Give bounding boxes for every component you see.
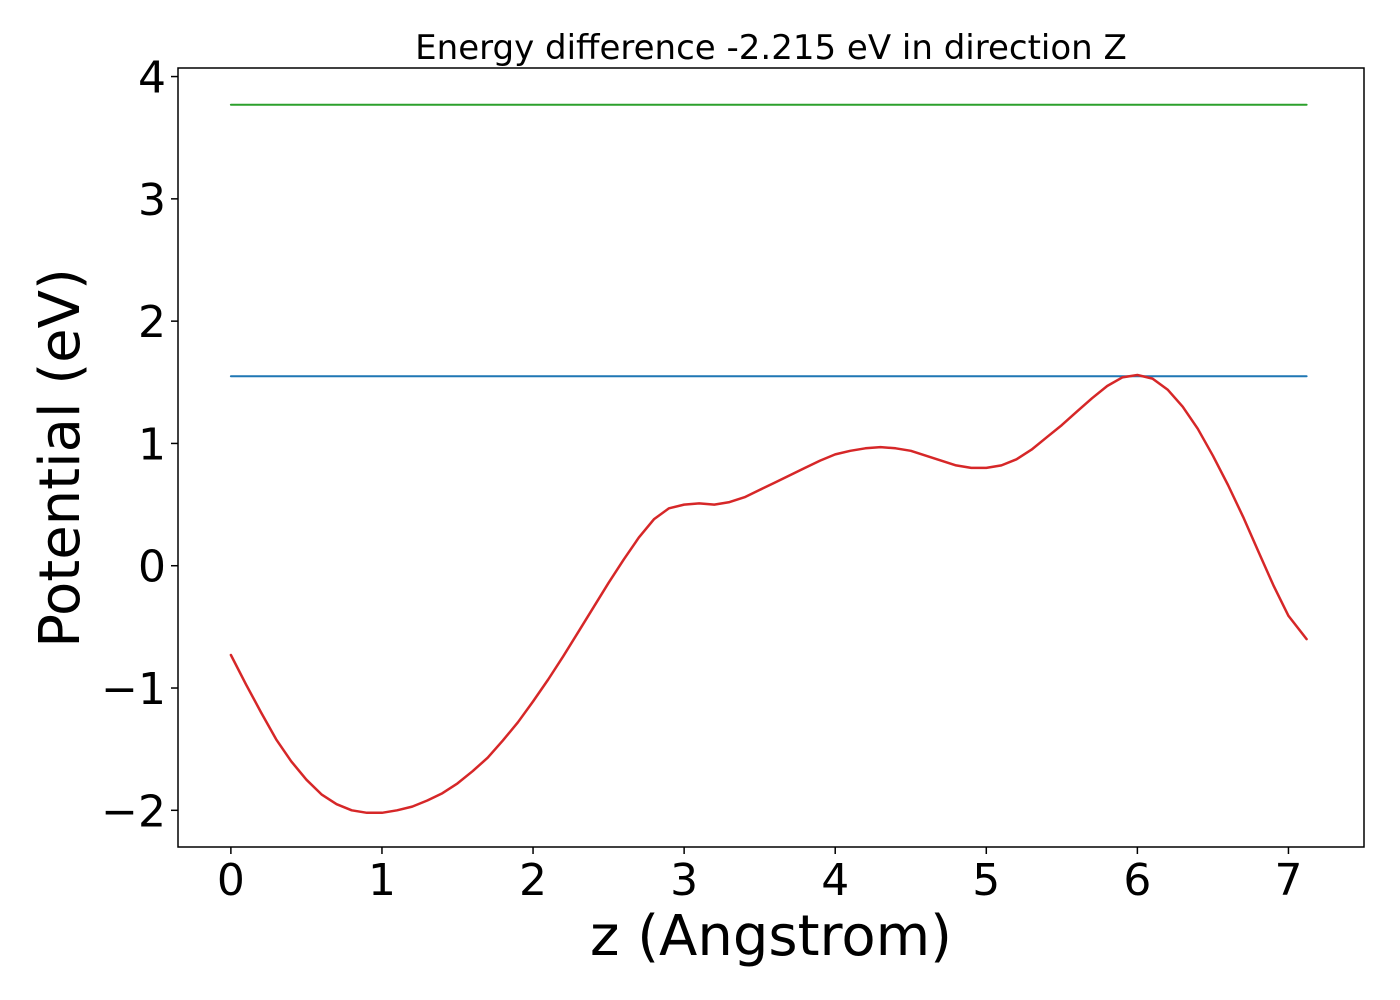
y-tick-label: 4 <box>138 53 166 104</box>
x-tick-label: 2 <box>519 855 547 906</box>
x-axis: 0 1 2 3 4 5 6 7 <box>217 847 1302 906</box>
x-axis-label: z (Angstrom) <box>590 904 952 969</box>
y-axis-label: Potential (eV) <box>28 268 93 648</box>
x-tick-label: 1 <box>368 855 396 906</box>
y-tick-label: 2 <box>138 297 166 348</box>
x-tick-label: 0 <box>217 855 245 906</box>
y-tick-label: 0 <box>138 542 166 593</box>
y-tick-label: 1 <box>138 419 166 470</box>
x-tick-label: 3 <box>670 855 698 906</box>
y-tick-label: 3 <box>138 175 166 226</box>
y-tick-label: −1 <box>101 664 166 715</box>
chart-title: Energy difference -2.215 eV in direction… <box>415 28 1127 68</box>
x-tick-label: 6 <box>1123 855 1151 906</box>
x-tick-label: 4 <box>821 855 849 906</box>
x-tick-label: 5 <box>972 855 1000 906</box>
x-tick-label: 7 <box>1274 855 1302 906</box>
potential-curve <box>229 373 1308 815</box>
y-axis: −2 −1 0 1 2 3 4 <box>101 53 178 837</box>
series-layer <box>229 103 1308 815</box>
plot-area <box>177 67 1365 848</box>
y-tick-label: −2 <box>101 786 166 837</box>
